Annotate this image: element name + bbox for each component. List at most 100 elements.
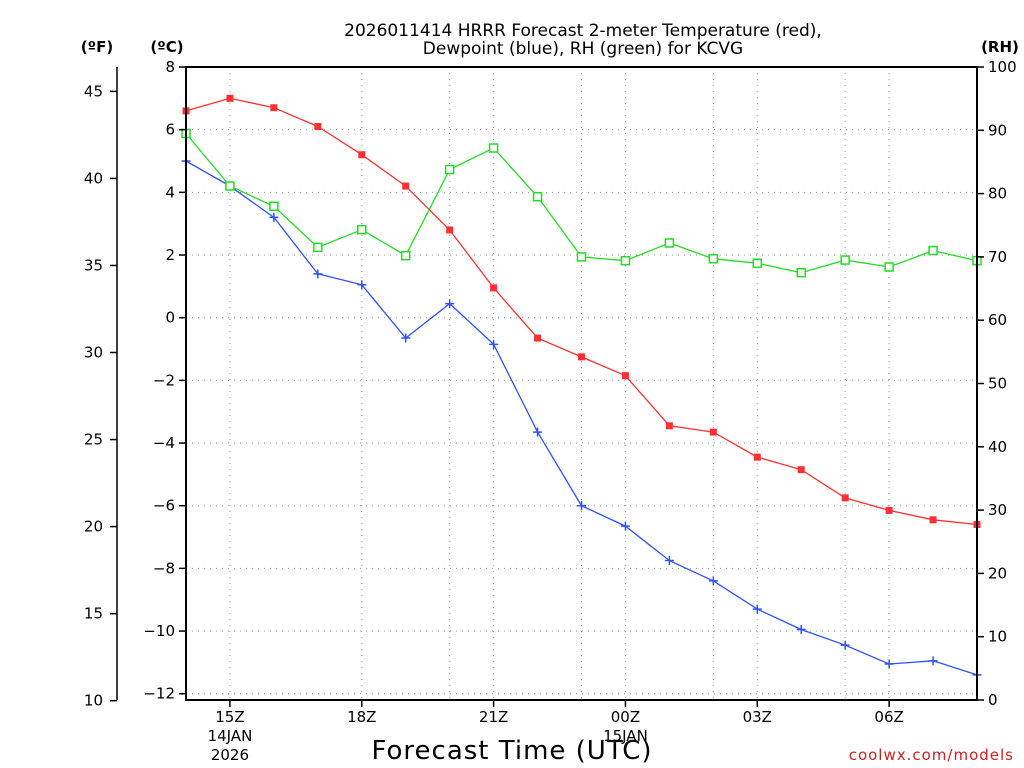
rh-point [269, 201, 279, 212]
fahrenheit-tick-label: 40 [84, 169, 103, 187]
rh-point [488, 143, 499, 153]
dewpoint-point [796, 624, 806, 634]
fahrenheit-unit-label: (ºF) [81, 38, 113, 56]
credit-text: coolwx.com/models [849, 746, 1014, 764]
dewpoint-point [577, 501, 586, 511]
2-meter-temperature-point [929, 516, 937, 524]
rh-tick-label: 100 [988, 58, 1017, 76]
rh-point [840, 255, 850, 265]
dewpoint-point [928, 656, 938, 666]
rh-point [884, 262, 894, 272]
celsius-axis: 8 6 4 2 0 −2 −4 −6 −8 −10 −12 [143, 58, 186, 703]
x-tick-date: 15JAN [603, 727, 648, 745]
dewpoint-point [357, 280, 367, 290]
rh-point [796, 267, 806, 278]
rh-unit-label: (RH) [981, 38, 1019, 56]
rh-tick-label: 20 [988, 564, 1007, 582]
plot-frame [185, 66, 978, 701]
2-meter-temperature-point [446, 226, 454, 234]
2-meter-temperature-point [490, 284, 498, 292]
celsius-tick-label: −2 [153, 371, 175, 389]
rh-tick-label: 10 [988, 628, 1007, 646]
rh-point [664, 238, 675, 248]
fahrenheit-tick-label: 45 [84, 82, 103, 100]
grid-lines [186, 67, 978, 700]
2-meter-temperature-point [621, 372, 629, 380]
fahrenheit-tick-label: 30 [84, 344, 103, 362]
rh-tick-label: 70 [988, 248, 1007, 266]
rh-tick-label: 90 [988, 121, 1007, 139]
2-meter-temperature-point [665, 422, 673, 430]
2-meter-temperature-point [797, 466, 805, 474]
rh-point [225, 181, 235, 191]
rh-point [752, 258, 763, 268]
2-meter-temperature-point [402, 182, 410, 190]
dewpoint-point [752, 604, 762, 614]
celsius-tick-label: −10 [143, 622, 175, 640]
celsius-tick-label: −6 [153, 497, 175, 515]
2-meter-temperature-point [709, 428, 717, 436]
dewpoint-point [445, 299, 455, 309]
dewpoint-point [708, 576, 718, 586]
rh-point [620, 255, 631, 266]
fahrenheit-tick-label: 35 [84, 256, 103, 274]
fahrenheit-tick-label: 20 [84, 518, 103, 536]
dewpoint-point [840, 640, 850, 650]
2-meter-temperature-point [885, 506, 893, 514]
rh-tick-label: 50 [988, 375, 1007, 393]
rh-point [576, 252, 587, 262]
celsius-tick-label: 8 [165, 58, 175, 76]
2-meter-temperature-point [226, 94, 234, 102]
rh-point [357, 224, 367, 235]
x-axis-title: Forecast Time (UTC) [371, 736, 652, 766]
dewpoint-point [884, 659, 894, 669]
rh-tick-label: 0 [988, 691, 998, 709]
dewpoint-point [620, 521, 630, 531]
fahrenheit-tick-label: 15 [84, 605, 103, 623]
dewpoint-point [489, 339, 499, 349]
rh-tick-label: 80 [988, 185, 1007, 203]
chart-title-line1: 2026011414 HRRR Forecast 2-meter Tempera… [344, 21, 822, 41]
2-meter-temperature-point [314, 123, 322, 131]
rh-point [532, 192, 543, 202]
rh-tick-label: 30 [988, 501, 1007, 519]
2-meter-temperature-point [270, 104, 278, 112]
celsius-unit-label: (ºC) [150, 38, 183, 56]
2-meter-temperature-line [185, 97, 978, 526]
rh-tick-label: 60 [988, 311, 1007, 329]
dewpoint-line [185, 160, 978, 676]
celsius-tick-label: 6 [165, 121, 175, 139]
rh-line [185, 133, 978, 274]
celsius-tick-label: 4 [165, 183, 175, 201]
dewpoint-point [533, 427, 543, 437]
chart-title-line2: Dewpoint (blue), RH (green) for KCVG [423, 39, 743, 59]
2-meter-temperature-point [753, 453, 761, 461]
fahrenheit-tick-label: 25 [84, 431, 103, 449]
series-markers [181, 94, 982, 680]
celsius-tick-label: 2 [165, 246, 175, 264]
2-meter-temperature-point [841, 494, 849, 502]
2-meter-temperature-point [358, 151, 366, 159]
x-tick-label: 06Z [874, 708, 903, 726]
dewpoint-point [401, 333, 411, 343]
2-meter-temperature-point [578, 353, 585, 361]
dewpoint-point [313, 269, 323, 279]
celsius-tick-label: −4 [153, 434, 175, 452]
rh-point [708, 254, 719, 264]
celsius-tick-label: −8 [153, 559, 175, 577]
2-meter-temperature-point [534, 334, 542, 342]
celsius-tick-label: 0 [165, 309, 175, 327]
fahrenheit-axis: 45 40 35 30 25 20 15 10 [84, 67, 118, 710]
celsius-tick-label: −12 [143, 685, 175, 703]
rh-tick-label: 40 [988, 438, 1007, 456]
dewpoint-point [269, 212, 279, 222]
rh-point [928, 245, 938, 256]
x-tick-year: 2026 [211, 746, 249, 764]
x-tick-label: 18Z [347, 708, 376, 726]
rh-point [400, 250, 411, 261]
rh-point [313, 242, 323, 253]
x-tick-label: 21Z [479, 708, 508, 726]
